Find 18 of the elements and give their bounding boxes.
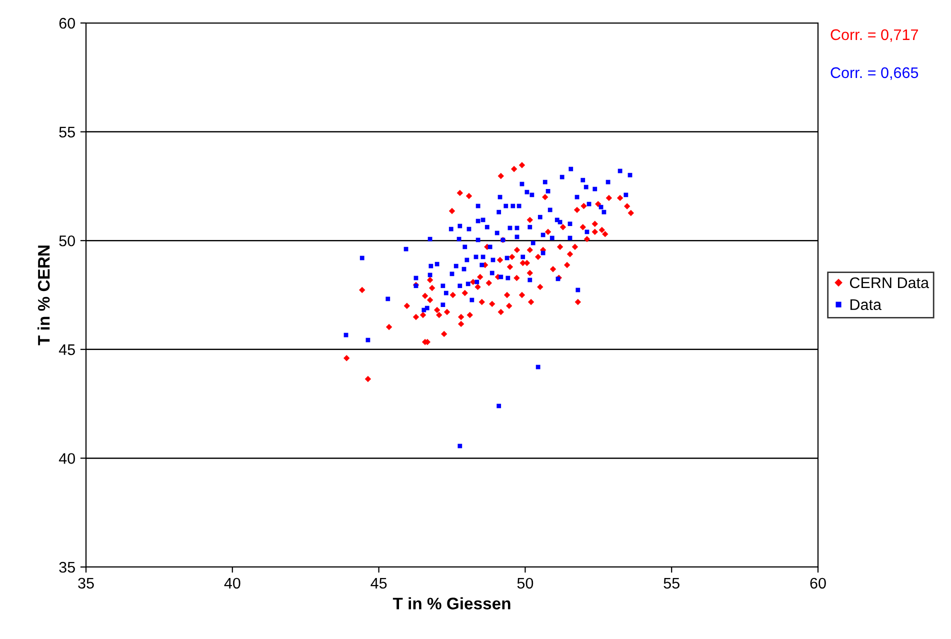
x-tick-label: 45	[370, 578, 387, 589]
x-tick-label: 55	[664, 578, 680, 589]
y-tick-label: 55	[59, 126, 75, 138]
y-axis-title: T in % CERN	[38, 246, 50, 346]
y-tick-label: 50	[59, 235, 75, 246]
y-tick-label: 45	[58, 344, 75, 356]
y-tick-label: 60	[59, 18, 75, 29]
y-tick-label: 35	[59, 562, 75, 573]
x-tick-label: 60	[810, 578, 826, 589]
legend-label: Data	[850, 299, 882, 310]
legend-label: CERN Data	[850, 277, 930, 288]
x-tick-label: 50	[517, 578, 534, 589]
text: Corr. = 0,665	[830, 67, 918, 80]
x-tick-label: 35	[78, 578, 94, 589]
text: Corr. = 0,717	[830, 29, 918, 42]
x-tick-label: 40	[224, 578, 240, 589]
x-axis-title: T in % Giessen	[392, 597, 510, 610]
y-tick-label: 40	[58, 453, 75, 464]
